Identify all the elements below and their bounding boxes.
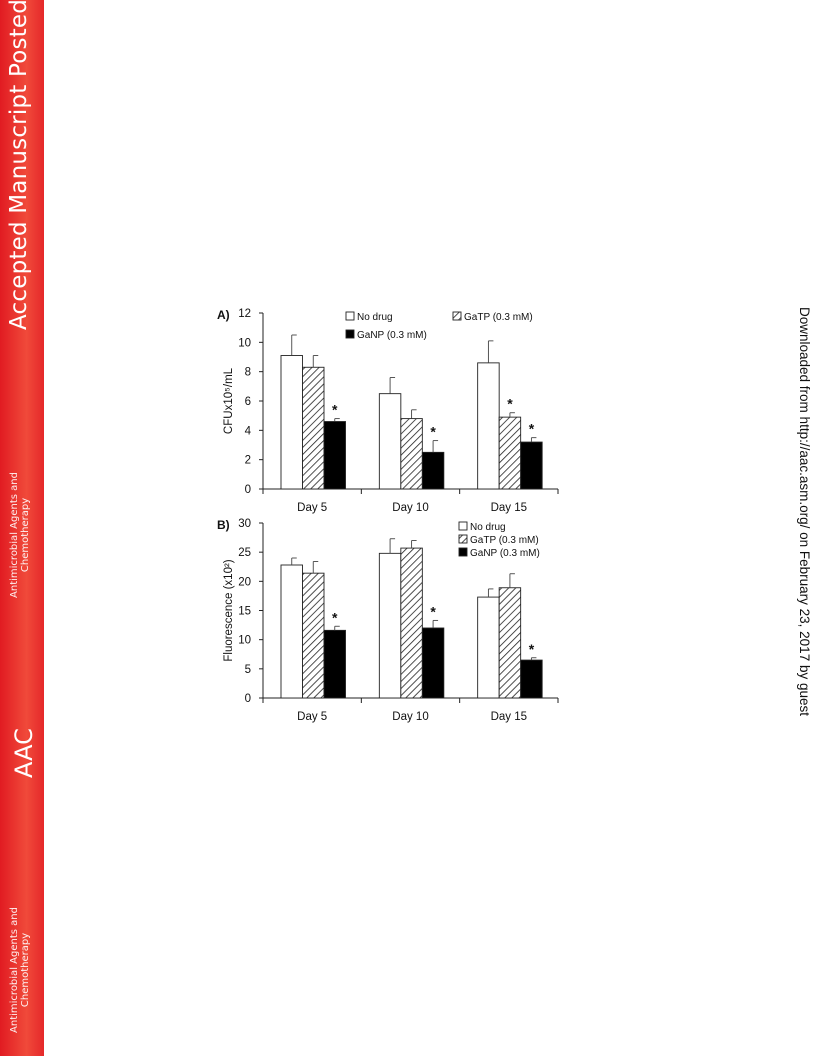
x-tick-label: Day 5	[297, 711, 327, 723]
bar	[498, 416, 522, 490]
legend-swatch-ganp	[345, 329, 355, 339]
y-tick-label: 10	[238, 337, 251, 349]
bar	[400, 418, 423, 490]
bar	[421, 627, 445, 699]
y-tick-label: 0	[245, 693, 251, 705]
bar	[477, 596, 500, 699]
bar	[498, 587, 522, 699]
legend-swatch-no-drug	[458, 521, 468, 531]
x-tick-label: Day 10	[392, 711, 428, 723]
y-tick-label: 0	[245, 484, 251, 496]
y-tick-label: 20	[238, 576, 251, 588]
panel-label: A)	[217, 308, 230, 322]
y-axis-label: CFUx10⁵/mL	[223, 367, 235, 434]
y-tick-label: 12	[238, 308, 251, 320]
legend-label-ganp: GaNP (0.3 mM)	[470, 548, 540, 559]
legend-label-no-drug: No drug	[470, 522, 506, 533]
y-tick-label: 2	[245, 455, 251, 467]
bar	[280, 355, 303, 490]
x-tick-label: Day 15	[491, 502, 527, 514]
legend-swatch-gatp	[458, 534, 468, 544]
significance-marker: *	[430, 603, 436, 619]
y-tick-label: 15	[238, 606, 251, 618]
bar	[302, 572, 325, 699]
x-tick-label: Day 5	[297, 502, 327, 514]
legend-swatch-ganp	[458, 547, 468, 557]
bar	[400, 547, 423, 699]
legend-label-gatp: GaTP (0.3 mM)	[470, 535, 539, 546]
bar	[378, 552, 402, 699]
bar	[323, 421, 346, 490]
y-tick-label: 8	[245, 367, 251, 379]
chart-panel-b: B) Fluorescence (x10²) 0 5 10 15 20 25 30 Day 5 Da…	[217, 518, 559, 723]
legend-swatch-no-drug	[345, 311, 355, 321]
y-tick-label: 6	[245, 396, 251, 408]
legend-swatch-gatp	[452, 311, 462, 321]
significance-marker: *	[332, 402, 338, 418]
significance-marker: *	[332, 609, 338, 625]
bar	[323, 629, 346, 699]
significance-marker: *	[529, 641, 535, 657]
bar	[520, 659, 543, 699]
y-tick-label: 25	[238, 547, 251, 559]
x-tick-label: Day 10	[392, 502, 428, 514]
chart-panel-a: A) CFUx10⁵/mL 0 2 4 6 8 10 12 Day 5 Day 10 Day 15 * *…	[217, 308, 559, 514]
bar	[302, 366, 325, 490]
significance-marker: *	[507, 396, 513, 412]
journal-sidebar: Accepted Manuscript Posted Online Antimi…	[0, 0, 44, 1056]
x-tick-label: Day 15	[491, 711, 527, 723]
y-tick-label: 4	[245, 425, 252, 437]
legend-label-gatp: GaTP (0.3 mM)	[464, 312, 533, 323]
significance-marker: *	[529, 421, 535, 437]
significance-marker: *	[430, 424, 436, 440]
y-tick-label: 30	[238, 518, 251, 530]
legend-label-ganp: GaNP (0.3 mM)	[357, 330, 427, 341]
bar	[378, 393, 402, 490]
bar	[421, 451, 445, 490]
bar	[477, 362, 500, 490]
y-tick-label: 5	[245, 664, 251, 676]
bar	[520, 441, 543, 490]
y-tick-label: 10	[238, 635, 251, 647]
y-axis-label: Fluorescence (x10²)	[223, 559, 235, 661]
legend-label-no-drug: No drug	[357, 312, 393, 323]
bar	[280, 564, 303, 699]
panel-label: B)	[217, 518, 230, 532]
